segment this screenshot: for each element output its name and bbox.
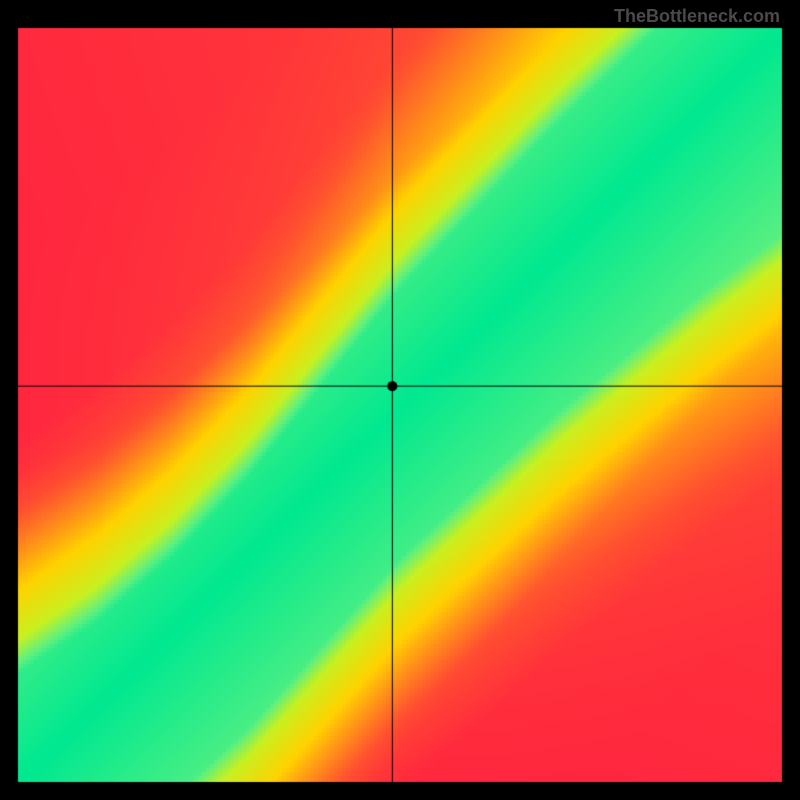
heatmap-canvas — [0, 0, 800, 800]
watermark-text: TheBottleneck.com — [614, 6, 780, 27]
chart-container: TheBottleneck.com — [0, 0, 800, 800]
